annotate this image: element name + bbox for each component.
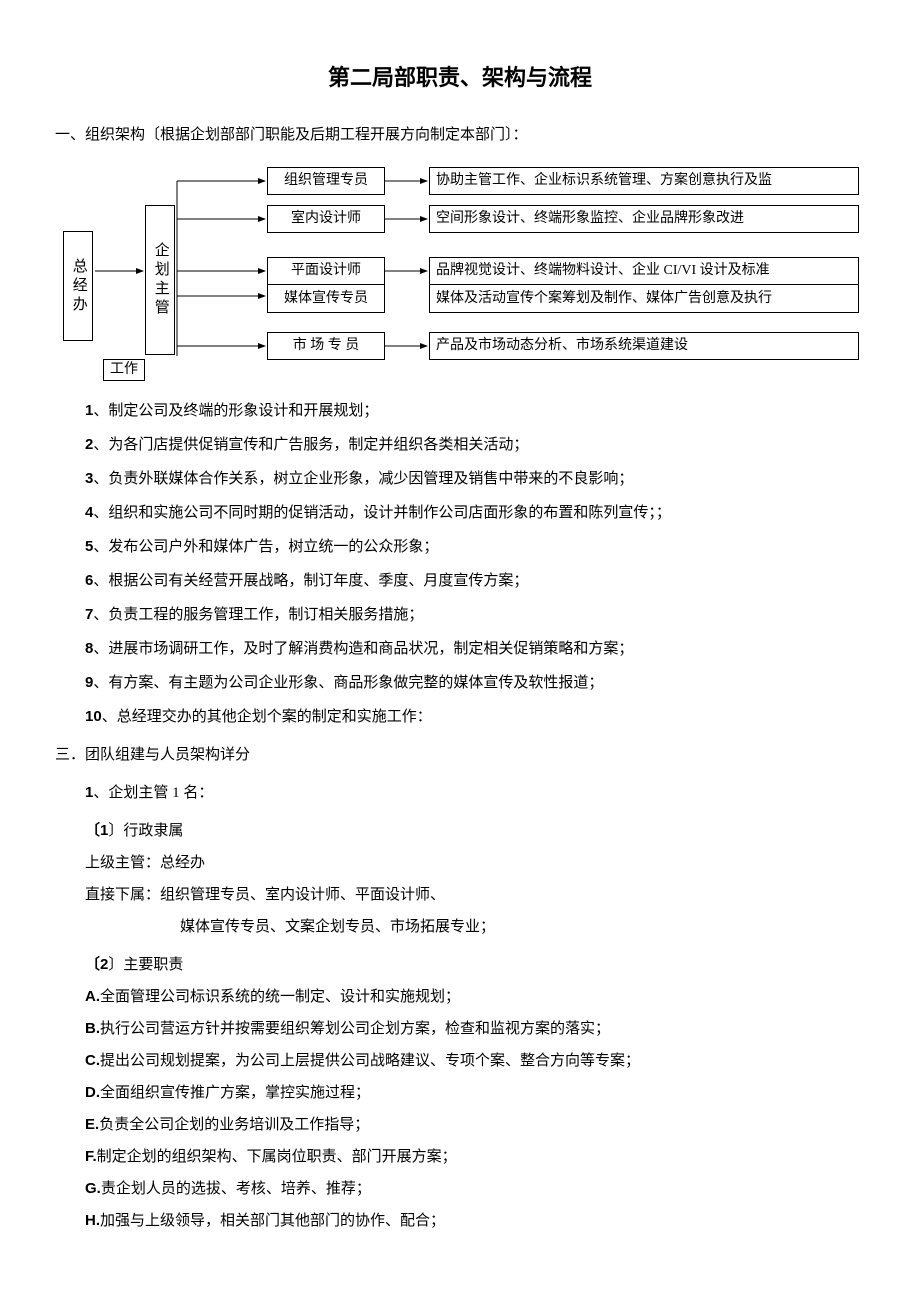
list-item: 9、有方案、有主题为公司企业形象、商品形象做完整的媒体宣传及软性报道；	[85, 671, 865, 695]
duty-text: 责企划人员的选拔、考核、培养、推荐；	[101, 1181, 371, 1197]
list-item: 10、总经理交办的其他企划个案的制定和实施工作：	[85, 705, 865, 729]
node-planning-head: 企划主管	[145, 205, 175, 355]
duty-text: 加强与上级领导，相关部门其他部门的协作、配合；	[100, 1213, 445, 1229]
list-text: 制定公司及终端的形象设计和开展规划；	[108, 403, 378, 419]
desc-3: 媒体及活动宣传个案筹划及制作、媒体广告创意及执行	[429, 285, 859, 313]
section2-list: 1、制定公司及终端的形象设计和开展规划； 2、为各门店提供促销宣传和广告服务，制…	[85, 399, 865, 729]
duty-item: G.责企划人员的选拔、考核、培养、推荐；	[85, 1177, 865, 1201]
role-4: 市 场 专 员	[267, 332, 385, 360]
duty-item: H.加强与上级领导，相关部门其他部门的协作、配合；	[85, 1209, 865, 1233]
page-title: 第二局部职责、架构与流程	[55, 60, 865, 95]
list-item: 3、负责外联媒体合作关系，树立企业形象，减少因管理及销售中带来的不良影响；	[85, 467, 865, 491]
org-diagram: 总经办 企划主管 工作 组织管理专员 室内设计师 平面设计师 媒体宣传专员 市 …	[55, 161, 865, 381]
duty-text: 制定企划的组织架构、下属岗位职责、部门开展方案；	[97, 1149, 457, 1165]
duty-letter: B.	[85, 1020, 100, 1037]
duty-letter: G.	[85, 1180, 101, 1197]
duty-text: 负责全公司企划的业务培训及工作指导；	[99, 1117, 369, 1133]
desc-2: 品牌视觉设计、终端物料设计、企业 CI/VI 设计及标准	[429, 257, 859, 285]
list-item: 7、负责工程的服务管理工作，制订相关服务措施；	[85, 603, 865, 627]
s3-item1: 1、企划主管 1 名：	[85, 781, 865, 805]
duty-item: B.执行公司营运方针并按需要组织筹划公司企划方案，检查和监视方案的落实；	[85, 1017, 865, 1041]
role-1: 室内设计师	[267, 205, 385, 233]
duty-letter: C.	[85, 1052, 100, 1069]
section1-heading: 一、组织架构〔根据企划部部门职能及后期工程开展方向制定本部门〕：	[55, 123, 865, 147]
list-item: 5、发布公司户外和媒体广告，树立统一的公众形象；	[85, 535, 865, 559]
duty-letter: A.	[85, 988, 100, 1005]
duty-letter: H.	[85, 1212, 100, 1229]
list-item: 6、根据公司有关经营开展战略，制订年度、季度、月度宣传方案；	[85, 569, 865, 593]
desc-4: 产品及市场动态分析、市场系统渠道建设	[429, 332, 859, 360]
list-text: 负责外联媒体合作关系，树立企业形象，减少因管理及销售中带来的不良影响；	[108, 471, 633, 487]
node-work: 工作	[103, 359, 145, 381]
list-text: 负责工程的服务管理工作，制订相关服务措施；	[108, 607, 423, 623]
duty-text: 提出公司规划提案，为公司上层提供公司战略建议、专项个案、整合方向等专案；	[100, 1053, 640, 1069]
section3: 三．团队组建与人员架构详分 1、企划主管 1 名： 〔1〕行政隶属 上级主管：总…	[55, 743, 865, 1233]
s3-sub1-line2: 直接下属：组织管理专员、室内设计师、平面设计师、	[85, 883, 865, 907]
duty-letter: D.	[85, 1084, 100, 1101]
duty-text: 全面组织宣传推广方案，掌控实施过程；	[100, 1085, 370, 1101]
section3-heading: 三．团队组建与人员架构详分	[55, 743, 865, 767]
role-0: 组织管理专员	[267, 167, 385, 195]
desc-1: 空间形象设计、终端形象监控、企业品牌形象改进	[429, 205, 859, 233]
s3-sub2-title: 〔2〕主要职责	[85, 953, 865, 977]
s3-sub1-title: 〔1〕行政隶属	[85, 819, 865, 843]
duty-text: 全面管理公司标识系统的统一制定、设计和实施规划；	[100, 989, 460, 1005]
duty-letter: F.	[85, 1148, 97, 1165]
duty-item: C.提出公司规划提案，为公司上层提供公司战略建议、专项个案、整合方向等专案；	[85, 1049, 865, 1073]
list-text: 有方案、有主题为公司企业形象、商品形象做完整的媒体宣传及软性报道；	[108, 675, 603, 691]
s3-item1-title: 企划主管 1 名：	[108, 785, 213, 801]
role-3: 媒体宣传专员	[267, 285, 385, 313]
s3-sub1-line3: 媒体宣传专员、文案企划专员、市场拓展专业；	[180, 915, 865, 939]
list-text: 组织和实施公司不同时期的促销活动，设计并制作公司店面形象的布置和陈列宣传；；	[108, 505, 671, 521]
duty-item: A.全面管理公司标识系统的统一制定、设计和实施规划；	[85, 985, 865, 1009]
duty-item: F.制定企划的组织架构、下属岗位职责、部门开展方案；	[85, 1145, 865, 1169]
list-text: 进展市场调研工作，及时了解消费构造和商品状况，制定相关促销策略和方案；	[108, 641, 633, 657]
list-text: 为各门店提供促销宣传和广告服务，制定并组织各类相关活动；	[108, 437, 528, 453]
node-general-office: 总经办	[63, 231, 93, 341]
role-2: 平面设计师	[267, 257, 385, 285]
duty-text: 执行公司营运方针并按需要组织筹划公司企划方案，检查和监视方案的落实；	[100, 1021, 610, 1037]
duty-item: E.负责全公司企划的业务培训及工作指导；	[85, 1113, 865, 1137]
list-text: 根据公司有关经营开展战略，制订年度、季度、月度宣传方案；	[108, 573, 528, 589]
list-text: 总经理交办的其他企划个案的制定和实施工作：	[117, 709, 432, 725]
desc-0: 协助主管工作、企业标识系统管理、方案创意执行及监	[429, 167, 859, 195]
list-item: 1、制定公司及终端的形象设计和开展规划；	[85, 399, 865, 423]
list-item: 2、为各门店提供促销宣传和广告服务，制定并组织各类相关活动；	[85, 433, 865, 457]
list-item: 4、组织和实施公司不同时期的促销活动，设计并制作公司店面形象的布置和陈列宣传；；	[85, 501, 865, 525]
duty-item: D.全面组织宣传推广方案，掌控实施过程；	[85, 1081, 865, 1105]
list-item: 8、进展市场调研工作，及时了解消费构造和商品状况，制定相关促销策略和方案；	[85, 637, 865, 661]
list-text: 发布公司户外和媒体广告，树立统一的公众形象；	[108, 539, 438, 555]
duty-letter: E.	[85, 1116, 99, 1133]
s3-sub1-line1: 上级主管：总经办	[85, 851, 865, 875]
